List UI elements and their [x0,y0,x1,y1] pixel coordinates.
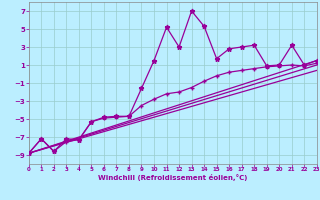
X-axis label: Windchill (Refroidissement éolien,°C): Windchill (Refroidissement éolien,°C) [98,174,247,181]
